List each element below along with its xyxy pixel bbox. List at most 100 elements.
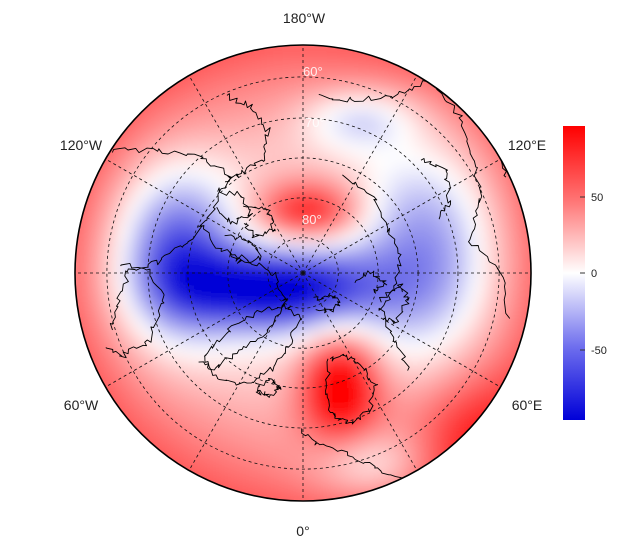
- anomaly-field-cell: [210, 63, 220, 73]
- anomaly-field-cell: [408, 162, 418, 172]
- anomaly-field-cell: [309, 225, 319, 235]
- anomaly-field-cell: [372, 117, 382, 127]
- anomaly-field-cell: [426, 297, 436, 307]
- anomaly-field-cell: [228, 450, 238, 460]
- anomaly-field-cell: [462, 369, 472, 379]
- anomaly-field-cell: [219, 495, 229, 501]
- anomaly-field-cell: [381, 171, 391, 181]
- anomaly-field-cell: [255, 378, 265, 388]
- anomaly-field-cell: [435, 486, 445, 496]
- anomaly-field-cell: [156, 432, 166, 442]
- anomaly-field-cell: [336, 306, 346, 316]
- anomaly-field-cell: [291, 207, 301, 217]
- anomaly-field-cell: [426, 387, 436, 397]
- anomaly-field-cell: [507, 207, 517, 217]
- anomaly-field-cell: [507, 216, 517, 226]
- anomaly-field-cell: [453, 468, 463, 478]
- anomaly-field-cell: [246, 243, 256, 253]
- anomaly-field-cell: [201, 279, 211, 289]
- anomaly-field-cell: [174, 315, 184, 325]
- anomaly-field-cell: [75, 459, 85, 469]
- anomaly-field-cell: [345, 333, 355, 343]
- meridian-line: [302, 158, 501, 274]
- anomaly-field-cell: [264, 72, 274, 82]
- anomaly-field-cell: [309, 117, 319, 127]
- anomaly-field-cell: [390, 63, 400, 73]
- anomaly-field-cell: [462, 441, 472, 451]
- anomaly-field-cell: [435, 198, 445, 208]
- anomaly-field-cell: [435, 351, 445, 361]
- anomaly-field-cell: [372, 189, 382, 199]
- anomaly-field-cell: [75, 495, 76, 501]
- anomaly-field-cell: [525, 504, 535, 514]
- anomaly-field-cell: [183, 279, 193, 289]
- anomaly-field-cell: [210, 261, 220, 271]
- anomaly-field-cell: [498, 108, 508, 118]
- anomaly-field-cell: [516, 171, 526, 181]
- anomaly-field-cell: [201, 90, 211, 100]
- anomaly-field-cell: [444, 207, 454, 217]
- anomaly-field-cell: [255, 261, 265, 271]
- anomaly-field-cell: [309, 333, 319, 343]
- anomaly-field-cell: [327, 234, 337, 244]
- anomaly-field-cell: [165, 162, 175, 172]
- anomaly-field-cell: [300, 288, 310, 298]
- anomaly-field-cell: [345, 396, 355, 406]
- anomaly-field-cell: [273, 279, 283, 289]
- anomaly-field-cell: [84, 315, 94, 325]
- anomaly-field-cell: [219, 216, 229, 226]
- anomaly-field-cell: [534, 324, 544, 334]
- anomaly-field-cell: [93, 99, 103, 109]
- anomaly-field-cell: [183, 450, 193, 460]
- anomaly-field-cell: [498, 459, 508, 469]
- anomaly-field-cell: [336, 243, 346, 253]
- anomaly-field-cell: [372, 324, 382, 334]
- anomaly-field-cell: [516, 234, 526, 244]
- anomaly-field-cell: [300, 351, 310, 361]
- anomaly-field-cell: [138, 477, 148, 487]
- anomaly-field-cell: [273, 459, 283, 469]
- anomaly-field-cell: [408, 261, 418, 271]
- anomaly-field-cell: [147, 495, 157, 501]
- anomaly-field-cell: [93, 414, 103, 424]
- anomaly-field-cell: [210, 324, 220, 334]
- anomaly-field-cell: [534, 207, 544, 217]
- anomaly-field-cell: [75, 450, 85, 460]
- anomaly-field-cell: [336, 189, 346, 199]
- anomaly-field-cell: [309, 198, 319, 208]
- anomaly-field-cell: [174, 414, 184, 424]
- anomaly-field-cell: [309, 477, 319, 487]
- anomaly-field-cell: [435, 144, 445, 154]
- anomaly-field-cell: [138, 423, 148, 433]
- anomaly-field-cell: [381, 378, 391, 388]
- anomaly-field-cell: [237, 207, 247, 217]
- anomaly-field-cell: [354, 126, 364, 136]
- anomaly-field-cell: [408, 117, 418, 127]
- anomaly-field-cell: [84, 441, 94, 451]
- anomaly-field-cell: [309, 72, 319, 82]
- anomaly-field-cell: [255, 387, 265, 397]
- anomaly-field-cell: [156, 459, 166, 469]
- anomaly-field-cell: [219, 171, 229, 181]
- anomaly-field-cell: [201, 144, 211, 154]
- anomaly-field-cell: [498, 126, 508, 136]
- anomaly-field-cell: [237, 495, 247, 501]
- anomaly-field-cell: [120, 63, 130, 73]
- anomaly-field-cell: [255, 198, 265, 208]
- anomaly-field-cell: [75, 117, 85, 127]
- anomaly-field-cell: [183, 153, 193, 163]
- anomaly-field-cell: [102, 360, 112, 370]
- anomaly-field-cell: [75, 387, 85, 397]
- anomaly-field-cell: [354, 207, 364, 217]
- anomaly-field-cell: [273, 495, 283, 501]
- anomaly-field-cell: [147, 162, 157, 172]
- anomaly-field-cell: [336, 441, 346, 451]
- anomaly-field-cell: [282, 108, 292, 118]
- anomaly-field-cell: [75, 198, 76, 208]
- anomaly-field-cell: [345, 189, 355, 199]
- anomaly-field-cell: [93, 54, 103, 64]
- anomaly-field-cell: [462, 378, 472, 388]
- anomaly-field-cell: [345, 117, 355, 127]
- anomaly-field-cell: [426, 225, 436, 235]
- anomaly-field-cell: [381, 306, 391, 316]
